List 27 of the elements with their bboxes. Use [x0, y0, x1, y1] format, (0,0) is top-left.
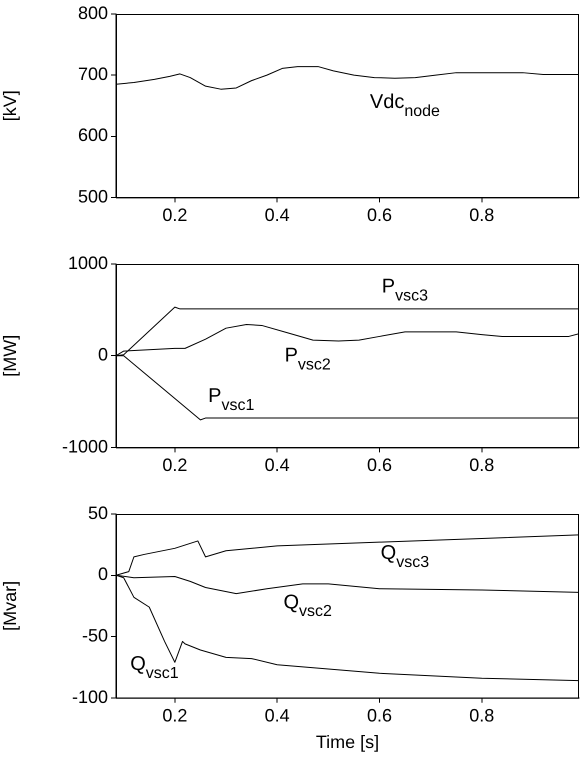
y-tick-label: -1000	[62, 436, 108, 456]
x-tick-label: 0.6	[366, 706, 392, 726]
y-tick-label: -50	[82, 626, 108, 646]
x-tick-label: 0.4	[264, 205, 290, 226]
x-tick-label: 0.8	[469, 205, 494, 226]
x-axis-title: Time [s]	[316, 732, 380, 752]
y-axis-title: [MW]	[0, 334, 20, 377]
y-tick-label: 500	[78, 186, 108, 206]
y-tick-label: 600	[78, 125, 108, 146]
x-tick-label: 0.4	[264, 455, 290, 476]
y-tick-label: 50	[88, 502, 108, 523]
y-tick-label: 700	[78, 64, 108, 84]
x-tick-label: 0.4	[264, 706, 290, 726]
x-tick-label: 0.2	[162, 455, 188, 476]
x-tick-label: 0.2	[162, 205, 188, 226]
y-axis-title: [Mvar]	[0, 580, 20, 631]
x-tick-label: 0.8	[469, 455, 494, 476]
y-tick-label: 800	[78, 2, 108, 23]
y-tick-label: 0	[98, 564, 108, 584]
x-tick-label: 0.6	[366, 205, 392, 226]
x-tick-label: 0.8	[469, 706, 494, 726]
x-tick-label: 0.6	[366, 455, 392, 476]
y-axis-title: [kV]	[0, 90, 20, 122]
x-tick-label: 0.2	[162, 706, 188, 726]
y-tick-label: 1000	[68, 252, 108, 273]
y-tick-label: 0	[98, 344, 108, 365]
y-tick-label: -100	[72, 686, 108, 707]
